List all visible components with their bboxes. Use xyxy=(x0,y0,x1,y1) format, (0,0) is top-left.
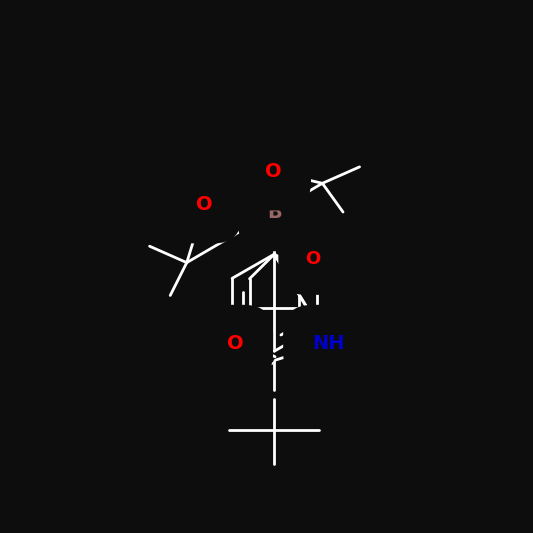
Text: B: B xyxy=(267,203,282,222)
Text: O: O xyxy=(265,162,282,181)
Text: O: O xyxy=(196,196,213,214)
Text: NH: NH xyxy=(312,334,345,353)
Text: O: O xyxy=(227,334,244,353)
Text: NH: NH xyxy=(312,334,345,353)
Text: O: O xyxy=(196,196,213,214)
Text: B: B xyxy=(267,203,282,222)
Text: O: O xyxy=(305,250,321,268)
Text: O: O xyxy=(265,162,282,181)
Text: O: O xyxy=(305,250,321,268)
Text: O: O xyxy=(227,334,244,353)
